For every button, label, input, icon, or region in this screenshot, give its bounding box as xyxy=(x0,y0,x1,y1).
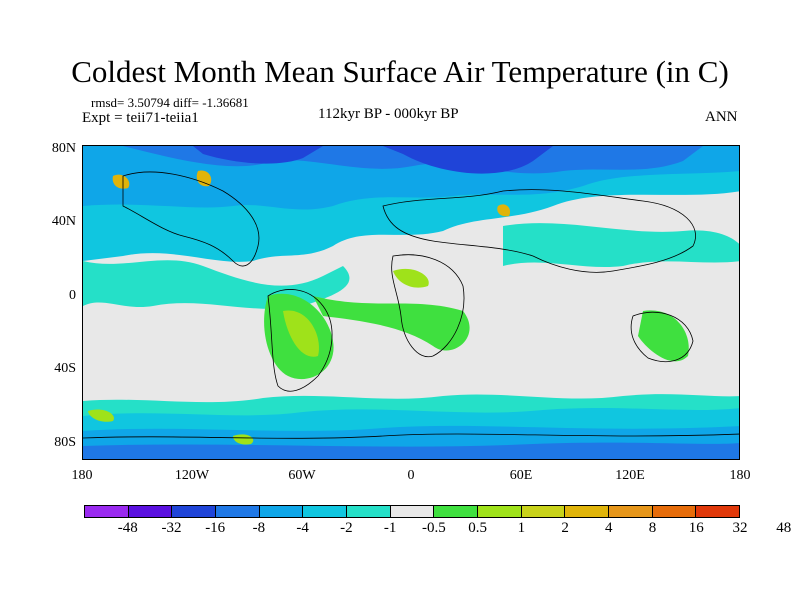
temperature-anomaly-map xyxy=(82,145,740,460)
colorbar-swatch-10 xyxy=(521,506,566,517)
colorbar-swatch-4 xyxy=(259,506,304,517)
colorbar-label-2: -16 xyxy=(205,520,226,536)
colorbar-label-5: -2 xyxy=(340,520,353,536)
colorbar-swatch-7 xyxy=(390,506,435,517)
lon-label-120e: 120E xyxy=(615,468,645,483)
period-subtitle: 112kyr BP - 000kyr BP xyxy=(318,106,459,122)
map-title: Coldest Month Mean Surface Air Temperatu… xyxy=(71,54,729,89)
coastlines xyxy=(83,171,739,439)
arctic-coldest-region xyxy=(193,146,553,174)
lon-label-180w: 180 xyxy=(71,468,93,483)
season-label: ANN xyxy=(705,109,738,125)
colorbar-label-4: -4 xyxy=(296,520,309,536)
lat-label-0: 0 xyxy=(69,288,76,303)
colorbar-swatch-1 xyxy=(128,506,173,517)
colorbar-swatch-6 xyxy=(347,506,391,517)
colorbar-label-1: -32 xyxy=(161,520,182,536)
colorbar-label-14: 32 xyxy=(732,520,748,536)
lon-label-60w: 60W xyxy=(288,468,316,483)
colorbar-swatch-14 xyxy=(696,506,740,517)
colorbar xyxy=(84,505,740,518)
colorbar-label-7: -0.5 xyxy=(421,520,446,536)
colorbar-swatch-11 xyxy=(565,506,610,517)
lat-label-40n: 40N xyxy=(51,214,76,229)
colorbar-swatch-0 xyxy=(85,506,129,517)
colorbar-swatch-13 xyxy=(652,506,697,517)
lat-label-80s: 80S xyxy=(54,435,76,450)
lat-label-40s: 40S xyxy=(54,361,76,376)
colorbar-label-0: -48 xyxy=(117,520,138,536)
colorbar-swatch-5 xyxy=(303,506,348,517)
colorbar-label-11: 4 xyxy=(605,520,613,536)
colorbar-label-13: 16 xyxy=(688,520,704,536)
colorbar-swatch-2 xyxy=(172,506,217,517)
south-warm-patches xyxy=(88,409,254,445)
antarctic-colder-band xyxy=(83,442,739,459)
colorbar-swatch-3 xyxy=(216,506,260,517)
sahara-warm xyxy=(393,268,429,288)
colorbar-swatch-12 xyxy=(609,506,653,517)
lon-label-180e: 180 xyxy=(729,468,751,483)
experiment-label: Expt = teii71-teiia1 xyxy=(82,110,199,126)
lon-label-0: 0 xyxy=(407,468,415,483)
colorbar-swatch-9 xyxy=(478,506,522,517)
lat-label-80n: 80N xyxy=(51,141,76,156)
stats-label: rmsd= 3.50794 diff= -1.36681 xyxy=(91,95,249,110)
south-america-warmer xyxy=(283,310,319,357)
colorbar-label-3: -8 xyxy=(252,520,266,536)
colorbar-label-12: 8 xyxy=(648,520,657,536)
map-svg xyxy=(83,146,739,459)
colorbar-swatch-8 xyxy=(434,506,479,517)
colorbar-label-15: 48 xyxy=(776,520,792,536)
colorbar-label-6: -1 xyxy=(383,520,397,536)
australia-warm xyxy=(638,310,689,362)
tropical-atlantic-warm xyxy=(313,296,470,351)
colorbar-label-9: 1 xyxy=(517,520,526,536)
lon-label-60e: 60E xyxy=(509,468,533,483)
asia-mild xyxy=(503,223,739,268)
colorbar-label-10: 2 xyxy=(561,520,569,536)
lon-label-120w: 120W xyxy=(174,468,210,483)
colorbar-label-8: 0.5 xyxy=(468,520,487,536)
